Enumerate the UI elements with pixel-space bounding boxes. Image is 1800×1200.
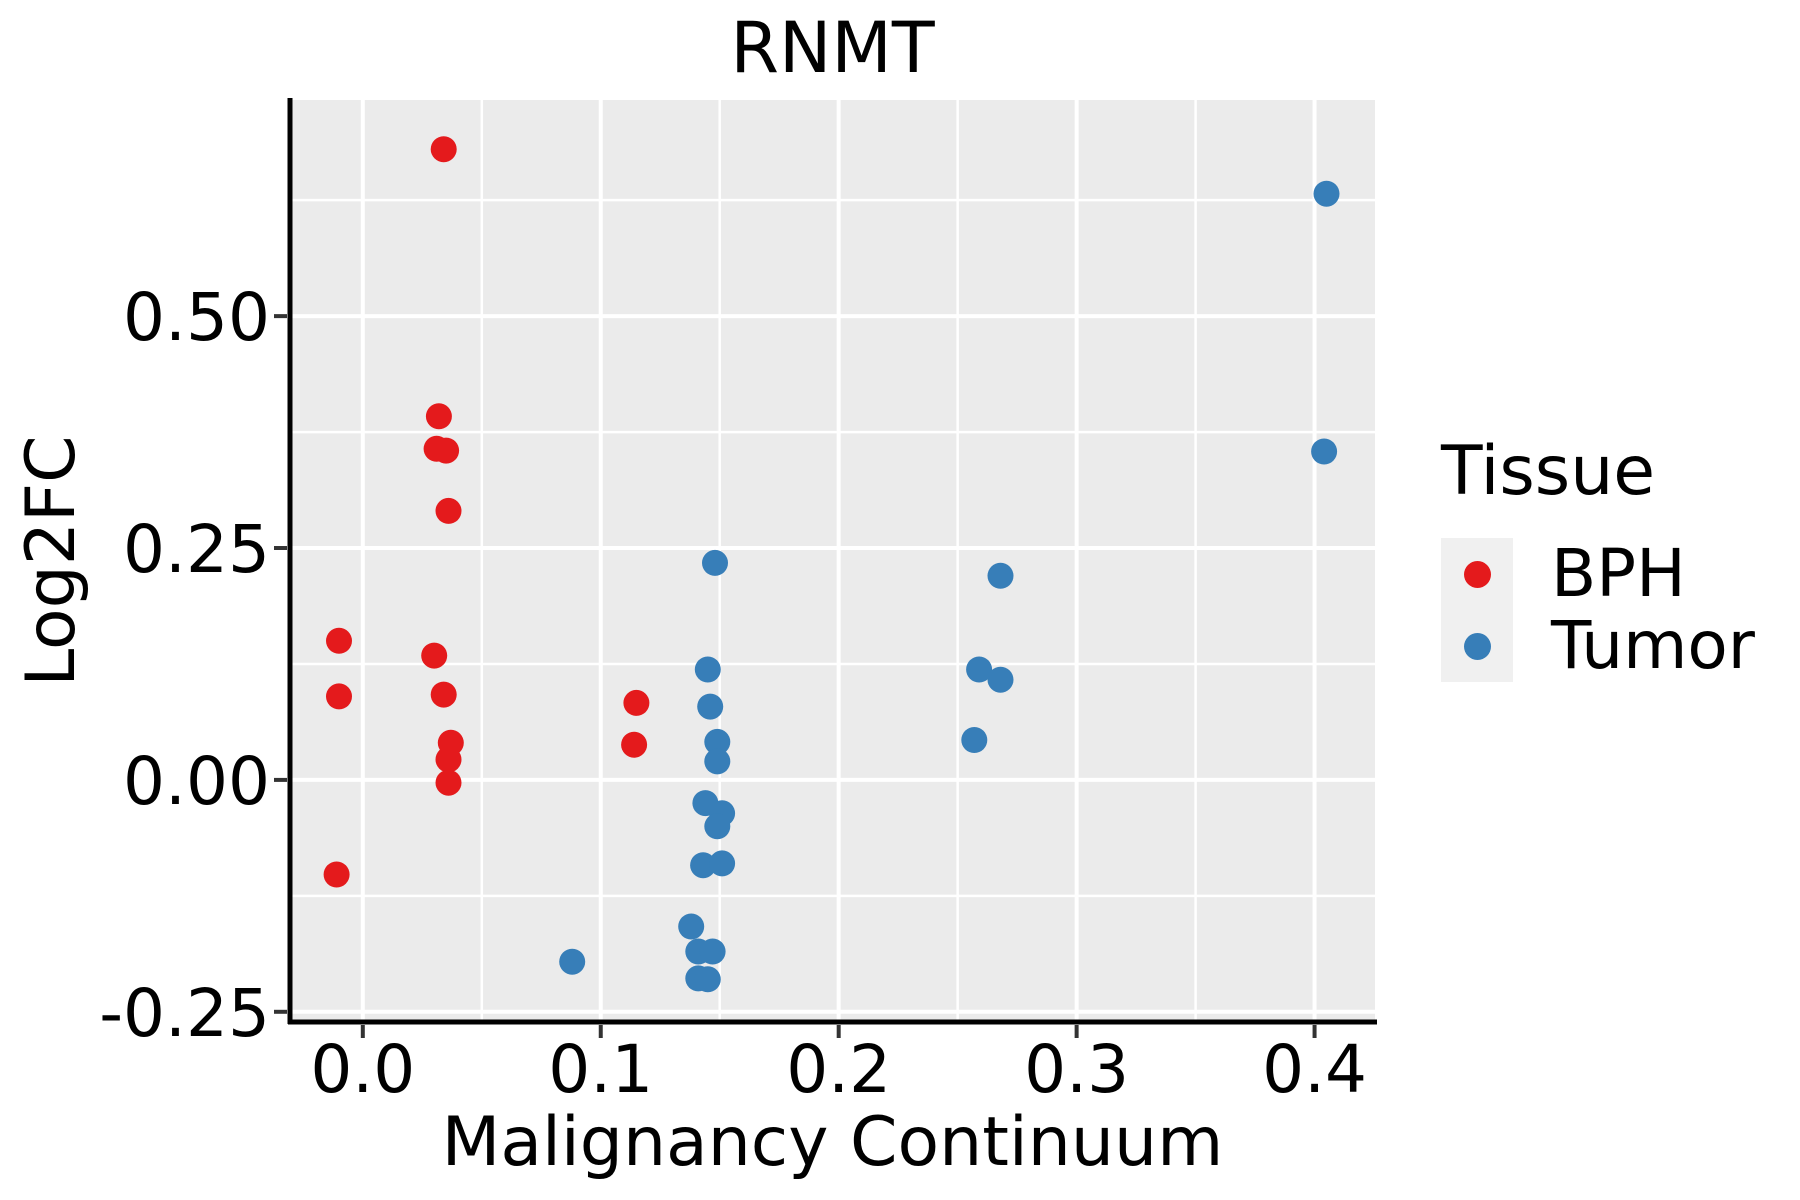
data-point-tumor — [987, 562, 1014, 589]
x-tick-label: 0.2 — [786, 1031, 891, 1108]
x-tick-label: 0.1 — [548, 1031, 653, 1108]
data-point-bph — [326, 627, 352, 654]
data-point-tumor — [704, 748, 731, 775]
y-tick-label: -0.25 — [99, 975, 270, 1052]
data-point-tumor — [1313, 180, 1340, 207]
y-tick-label: 0.50 — [123, 279, 270, 356]
x-axis-title: Malignancy Continuum — [441, 1103, 1224, 1182]
data-point-bph — [623, 689, 650, 716]
y-tick-label: 0.00 — [123, 743, 270, 820]
legend-key — [1441, 610, 1513, 682]
legend-title: Tissue — [1441, 432, 1656, 511]
data-point-bph — [621, 731, 648, 758]
data-point-bph — [425, 403, 452, 430]
data-point-tumor — [559, 948, 586, 975]
legend-item-tumor: Tumor — [1441, 610, 1781, 682]
legend-label: BPH — [1551, 535, 1686, 612]
data-point-bph — [435, 497, 462, 524]
data-point-bph — [430, 681, 457, 708]
data-point-bph — [323, 861, 350, 888]
chart-title: RNMT — [730, 7, 935, 89]
data-point-tumor — [694, 966, 721, 993]
legend-item-bph: BPH — [1441, 538, 1781, 610]
data-point-tumor — [709, 850, 736, 877]
legend-label: Tumor — [1551, 607, 1755, 684]
legend: Tissue BPH Tumor — [1441, 438, 1781, 682]
data-point-bph — [435, 746, 462, 773]
data-point-tumor — [966, 656, 993, 683]
x-tick-label: 0.4 — [1262, 1031, 1367, 1108]
data-point-tumor — [694, 656, 721, 683]
y-axis-title: Log2FC — [12, 435, 91, 687]
data-point-tumor — [678, 913, 705, 940]
data-point-bph — [430, 136, 457, 163]
data-point-bph — [433, 437, 460, 464]
y-tick-label: 0.25 — [123, 511, 270, 588]
bph-dot-icon — [1463, 560, 1491, 588]
data-point-tumor — [961, 727, 988, 753]
data-point-tumor — [697, 693, 724, 720]
tumor-dot-icon — [1463, 632, 1491, 660]
data-point-bph — [326, 683, 352, 710]
data-point-tumor — [702, 549, 728, 576]
data-point-tumor — [690, 852, 717, 879]
x-tick-label: 0.0 — [310, 1031, 415, 1108]
data-point-tumor — [987, 666, 1014, 693]
plot-panel — [290, 100, 1375, 1022]
data-point-tumor — [699, 938, 726, 965]
data-point-bph — [421, 642, 448, 669]
x-tick-label: 0.3 — [1024, 1031, 1129, 1108]
data-point-bph — [435, 769, 462, 796]
data-point-tumor — [704, 813, 731, 840]
data-point-tumor — [704, 728, 731, 755]
data-point-tumor — [1311, 438, 1338, 465]
legend-key — [1441, 538, 1513, 610]
